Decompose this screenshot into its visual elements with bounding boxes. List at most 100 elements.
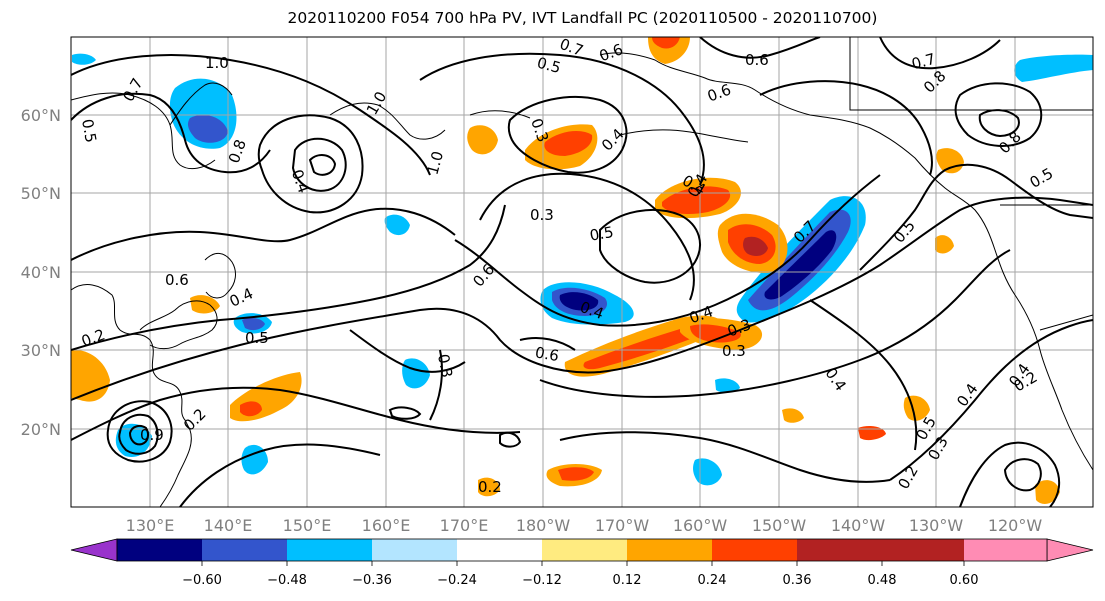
- coast-aleutians: [619, 129, 749, 143]
- map-title: 2020110200 F054 700 hPa PV, IVT Landfall…: [287, 9, 878, 27]
- darkblue-patch-32n: [242, 317, 265, 331]
- contour-label: 0.3: [434, 353, 456, 380]
- lon-label: 170°E: [440, 516, 489, 535]
- border-alaska-canada: [849, 37, 1093, 111]
- coast-north-america: [599, 52, 1093, 471]
- colorbar-segment: [712, 539, 797, 561]
- latitude-labels: 60°N 50°N 40°N 30°N 20°N: [21, 106, 61, 439]
- lon-label: 130°W: [909, 516, 964, 535]
- contour-label: 1.0: [205, 54, 229, 72]
- lon-label: 160°E: [362, 516, 411, 535]
- orange-patch-19n: [782, 408, 804, 423]
- blue-patch-27n: [402, 358, 430, 389]
- navy-anomaly-central: [559, 292, 599, 311]
- contour-26: [759, 80, 933, 176]
- gridlines: [71, 37, 1093, 507]
- colorbar-segment: [457, 539, 542, 561]
- red-anomaly-ar: [583, 325, 704, 370]
- contour-label: 0.3: [530, 206, 554, 224]
- colorbar-left-extension: [70, 538, 118, 562]
- colorbar-tick-label: 0.12: [613, 573, 642, 588]
- blue-patch-15n: [241, 444, 268, 475]
- contour-label: 0.5: [535, 54, 563, 78]
- contour-label: 0.9: [140, 426, 164, 444]
- contour-34: [349, 329, 466, 373]
- navy-anomaly-band: [764, 230, 837, 300]
- orange-patch-se: [1035, 480, 1060, 504]
- contour-1: [71, 54, 431, 176]
- coast-kamchatka: [169, 82, 233, 126]
- contour-22: [959, 441, 1061, 507]
- colorbar-segment: [627, 539, 712, 561]
- contour-33: [519, 337, 576, 351]
- colorbar-tick-label: 0.36: [783, 573, 812, 588]
- colorbar-tick-label: −0.36: [352, 573, 392, 588]
- pv-contours: [71, 37, 1093, 507]
- contour-label: 0.7: [910, 50, 938, 74]
- colorbar-segment: [287, 539, 372, 561]
- red-anomaly-ar-east: [690, 324, 741, 343]
- contour-7: [71, 204, 506, 351]
- coast-japan-korea: [139, 300, 218, 350]
- contour-25: [978, 109, 1020, 138]
- colorbar-tick-label: −0.60: [182, 573, 222, 588]
- contour-6: [71, 207, 456, 261]
- lon-label: 180°W: [516, 516, 571, 535]
- contour-9: [419, 52, 705, 186]
- contour-35: [429, 349, 443, 421]
- contour-13: [599, 209, 701, 284]
- blue-patch-24n: [715, 378, 740, 393]
- red-patch-22n: [240, 401, 262, 417]
- colorbar-tick-label: 0.60: [950, 573, 979, 588]
- colorbar-segment: [202, 539, 287, 561]
- colorbar-ticks: [201, 561, 965, 566]
- lon-label: 160°W: [673, 516, 728, 535]
- colorbar-tick-label: 0.24: [698, 573, 727, 588]
- contour-31: [388, 406, 422, 420]
- coast-alaska-west: [469, 110, 531, 119]
- contour-4: [291, 137, 347, 192]
- lat-label: 30°N: [21, 341, 61, 360]
- contour-27: [879, 37, 1001, 70]
- contour-3: [257, 114, 364, 214]
- colorbar-segment: [797, 539, 882, 561]
- darkblue-anomaly-kamchatka: [187, 114, 228, 143]
- blue-patch-45n: [384, 214, 410, 236]
- lat-label: 20°N: [21, 420, 61, 439]
- colorbar-outline: [116, 538, 1048, 562]
- contour-29: [859, 163, 1093, 271]
- orange-patch-55n: [467, 125, 498, 155]
- contour-32: [499, 431, 522, 448]
- colorbar: −0.60 −0.48 −0.36 −0.24 −0.12 0.12 0.24 …: [70, 538, 1094, 588]
- lat-label: 40°N: [21, 263, 61, 282]
- contour-5: [308, 154, 337, 176]
- contour-12: [479, 172, 695, 301]
- contour-17: [118, 413, 159, 455]
- contour-11: [454, 174, 881, 327]
- lon-label: 140°E: [204, 516, 253, 535]
- lat-label: 60°N: [21, 106, 61, 125]
- contour-label: 0.5: [245, 329, 269, 347]
- colorbar-segment: [372, 539, 457, 561]
- orange-patch-coast: [936, 148, 964, 174]
- blue-patch-nw: [72, 53, 96, 65]
- ivt-shading: [71, 37, 1093, 504]
- red-patch-13n: [558, 467, 594, 481]
- contour-24: [954, 82, 1043, 147]
- blue-patch-ne: [1014, 54, 1093, 82]
- lat-label: 50°N: [21, 184, 61, 203]
- lon-label: 120°W: [988, 516, 1043, 535]
- colorbar-segment: [882, 539, 964, 561]
- colorbar-tick-label: −0.24: [437, 573, 477, 588]
- coast-asia: [71, 284, 192, 507]
- contour-14: [539, 249, 1011, 398]
- contour-23: [1003, 458, 1042, 492]
- orange-patch-japan: [190, 295, 220, 314]
- colorbar-tick-label: 0.48: [868, 573, 897, 588]
- contour-label: 0.7: [557, 35, 586, 60]
- red-anomaly-57n: [544, 130, 593, 156]
- red-patch-18n: [858, 426, 886, 441]
- lon-label: 140°W: [831, 516, 886, 535]
- contour-10: [507, 95, 628, 174]
